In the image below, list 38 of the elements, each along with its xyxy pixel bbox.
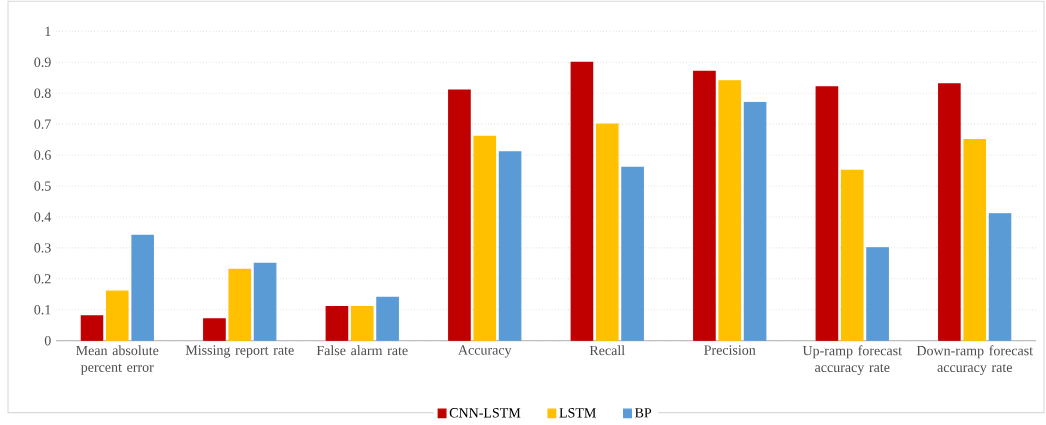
bar — [325, 306, 349, 341]
y-tick-label: 0.6 — [34, 150, 51, 160]
bar — [743, 101, 767, 341]
bar — [131, 234, 154, 341]
legend-label: LSTM — [559, 408, 596, 418]
x-tick-label: Precision — [704, 345, 756, 355]
y-tick-label: 0 — [44, 336, 51, 346]
y-tick-label: 0.4 — [34, 212, 52, 222]
y-tick-label: 0.1 — [34, 305, 51, 315]
x-tick-label: Mean absolute percent error — [76, 345, 159, 375]
y-tick-label: 0.5 — [34, 181, 51, 191]
bar — [80, 315, 104, 341]
bar — [376, 296, 399, 341]
y-tick-label: 1 — [45, 26, 51, 37]
bar — [448, 89, 471, 341]
x-tick-label: Up-ramp forecast accuracy rate — [802, 345, 902, 376]
bar — [866, 247, 889, 341]
x-tick-label: False alarm rate — [316, 345, 408, 356]
y-tick-label: 0.2 — [34, 274, 51, 284]
legend-label: BP — [635, 408, 652, 418]
legend-label: CNN-LSTM — [449, 408, 521, 418]
bar — [988, 213, 1012, 341]
bar — [815, 86, 839, 341]
x-tick-label: Down-ramp forecast accuracy rate — [916, 345, 1033, 376]
y-tick-label: 0.7 — [34, 119, 51, 130]
x-tick-label: Missing report rate — [185, 345, 294, 358]
bar — [693, 71, 716, 341]
y-tick-label: 0.3 — [34, 243, 51, 253]
y-tick-label: 0.8 — [34, 88, 51, 99]
bar — [938, 83, 961, 341]
x-tick-label: Recall — [589, 345, 625, 356]
x-tick-label: Accuracy — [458, 345, 512, 358]
bar — [498, 151, 522, 341]
bar — [253, 262, 277, 341]
bar — [203, 318, 226, 341]
bar — [621, 166, 644, 341]
y-tick-label: 0.9 — [34, 57, 51, 68]
bar — [570, 61, 594, 341]
